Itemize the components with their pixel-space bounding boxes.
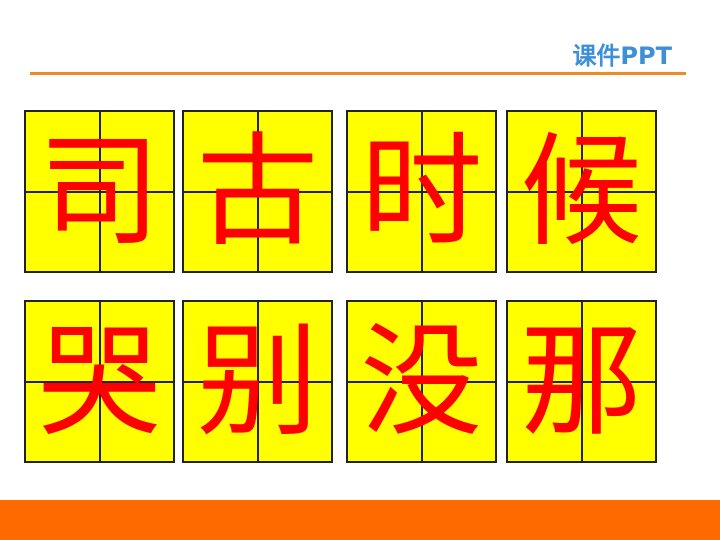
character-glyph: 哭 xyxy=(38,310,161,453)
tile-vertical-guide xyxy=(580,302,583,461)
character-grid: 司 古 时 候 哭 别 没 xyxy=(24,110,664,465)
footer-bar xyxy=(0,500,720,540)
tile-vertical-guide xyxy=(98,112,101,271)
character-tile: 古 xyxy=(182,110,333,273)
tile-vertical-guide xyxy=(256,112,259,271)
character-glyph: 时 xyxy=(360,120,483,263)
character-tile: 候 xyxy=(506,110,657,273)
character-glyph: 没 xyxy=(360,310,483,453)
character-tile: 没 xyxy=(346,300,497,463)
tile-vertical-guide xyxy=(420,112,423,271)
character-glyph: 司 xyxy=(38,120,161,263)
character-tile: 时 xyxy=(346,110,497,273)
tile-vertical-guide xyxy=(420,302,423,461)
tile-vertical-guide xyxy=(580,112,583,271)
character-tile: 司 xyxy=(24,110,175,273)
header-divider xyxy=(30,72,686,75)
character-tile: 那 xyxy=(506,300,657,463)
character-tile: 哭 xyxy=(24,300,175,463)
brand-label: 课件PPT xyxy=(572,42,672,70)
tile-vertical-guide xyxy=(98,302,101,461)
character-glyph: 古 xyxy=(196,120,319,263)
character-glyph: 候 xyxy=(520,120,643,263)
character-tile: 别 xyxy=(182,300,333,463)
character-glyph: 别 xyxy=(196,310,319,453)
tile-vertical-guide xyxy=(256,302,259,461)
character-glyph: 那 xyxy=(520,310,643,453)
